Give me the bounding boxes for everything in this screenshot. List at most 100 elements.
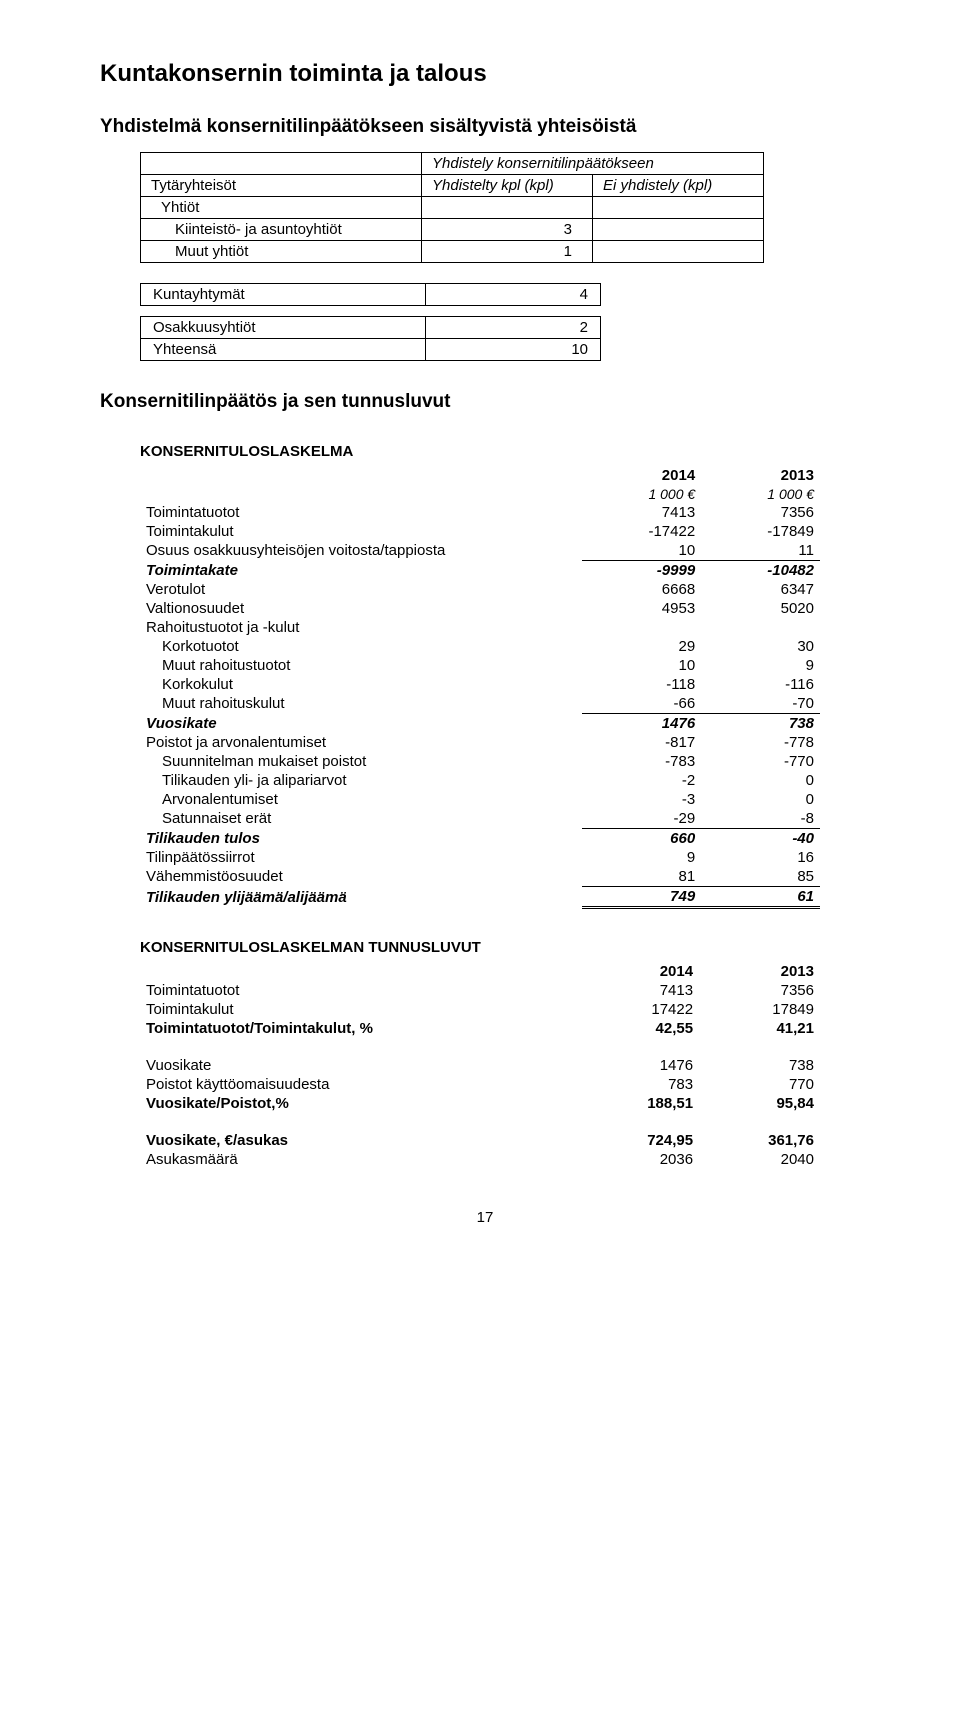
ktl-v1: -17422 (582, 522, 701, 541)
tl-v1: 1476 (578, 1056, 699, 1075)
ktl-v1: -9999 (582, 561, 701, 581)
ktl-v2: -40 (701, 829, 820, 849)
spacer-row (140, 1113, 820, 1131)
yhteisot-header1: Yhdistely konsernitilinpäätökseen (422, 153, 764, 175)
ktl-v2: 16 (701, 848, 820, 867)
ktl-row: Korkokulut-118-116 (140, 675, 820, 694)
ktl-row: Vähemmistöosuudet8185 (140, 867, 820, 887)
subheading-yhdistelma: Yhdistelmä konsernitilinpäätökseen sisäl… (100, 116, 870, 138)
tunnusluvut-table: 2014 2013 Toimintatuotot74137356Toiminta… (140, 962, 820, 1169)
tl-row: Toimintatuotot74137356 (140, 981, 820, 1000)
ktl-label: Osuus osakkuusyhteisöjen voitosta/tappio… (140, 541, 582, 561)
ktl-v2: 11 (701, 541, 820, 561)
tl-v1: 7413 (578, 981, 699, 1000)
tl-v2: 17849 (699, 1000, 820, 1019)
ktl-row: Satunnaiset erät-29-8 (140, 809, 820, 829)
tl-v1: 783 (578, 1075, 699, 1094)
tl-row: Vuosikate, €/asukas724,95361,76 (140, 1131, 820, 1150)
spacer-row (140, 1038, 820, 1056)
ktl-v2 (701, 618, 820, 637)
ktl-v1: 29 (582, 637, 701, 656)
ktl-v1: 6668 (582, 580, 701, 599)
ktl-v1: -2 (582, 771, 701, 790)
ktl-label: Toimintatuotot (140, 503, 582, 522)
tl-label: Toimintakulut (140, 1000, 578, 1019)
tl-row: Vuosikate/Poistot,%188,5195,84 (140, 1094, 820, 1113)
ktl-v1: 4953 (582, 599, 701, 618)
subheading-konsernitilinpaatos: Konsernitilinpäätös ja sen tunnusluvut (100, 391, 870, 413)
tl-label: Asukasmäärä (140, 1150, 578, 1169)
kiinteisto-value: 3 (422, 219, 593, 241)
ktl-label: Tilikauden tulos (140, 829, 582, 849)
ktl-v2: 0 (701, 771, 820, 790)
ktl-row: Muut rahoitustuotot109 (140, 656, 820, 675)
tl-label: Toimintatuotot (140, 981, 578, 1000)
ktl-v1: 749 (582, 887, 701, 908)
row-muut-yhtiot: Muut yhtiöt (141, 241, 422, 263)
tl-v2: 770 (699, 1075, 820, 1094)
unit-2014: 1 000 € (582, 485, 701, 503)
yhteisot-header2: Yhdistelty kpl (kpl) (422, 175, 593, 197)
ktl-label: Rahoitustuotot ja -kulut (140, 618, 582, 637)
ktl-row: Verotulot66686347 (140, 580, 820, 599)
ktl-v2: -10482 (701, 561, 820, 581)
ktl-v1: -66 (582, 694, 701, 714)
tl-v2: 2040 (699, 1150, 820, 1169)
tl-row: Toimintakulut1742217849 (140, 1000, 820, 1019)
tunnusluvut-title: KONSERNITULOSLASKELMAN TUNNUSLUVUT (140, 939, 870, 956)
ktl-v1: -783 (582, 752, 701, 771)
ktl-label: Suunnitelman mukaiset poistot (140, 752, 582, 771)
ktl-v1: -817 (582, 733, 701, 752)
tl-label: Vuosikate (140, 1056, 578, 1075)
ktl-v2: 5020 (701, 599, 820, 618)
ktl-v2: -778 (701, 733, 820, 752)
ktl-v2: -17849 (701, 522, 820, 541)
ktl-row: Poistot ja arvonalentumiset-817-778 (140, 733, 820, 752)
ktl-row: Valtionosuudet49535020 (140, 599, 820, 618)
ktl-label: Tilikauden ylijäämä/alijäämä (140, 887, 582, 908)
ktl-v1: 7413 (582, 503, 701, 522)
ktl-v2: 30 (701, 637, 820, 656)
ktl-label: Muut rahoituskulut (140, 694, 582, 714)
yhteensa-value: 10 (426, 339, 601, 361)
ktl-label: Muut rahoitustuotot (140, 656, 582, 675)
ktl-row: Tilikauden tulos660-40 (140, 829, 820, 849)
ktl-label: Satunnaiset erät (140, 809, 582, 829)
ktl-v1 (582, 618, 701, 637)
ktl-v2: 7356 (701, 503, 820, 522)
tl-v1: 42,55 (578, 1019, 699, 1038)
ktl-v2: 0 (701, 790, 820, 809)
tl-row: Poistot käyttöomaisuudesta783770 (140, 1075, 820, 1094)
ktl-v2: -8 (701, 809, 820, 829)
ktl-label: Vähemmistöosuudet (140, 867, 582, 887)
year-2014: 2014 (582, 466, 701, 485)
ktl-label: Korkokulut (140, 675, 582, 694)
tl-v2: 7356 (699, 981, 820, 1000)
tl-label: Vuosikate, €/asukas (140, 1131, 578, 1150)
yhteensa-label: Yhteensä (141, 339, 426, 361)
ktl-v2: 6347 (701, 580, 820, 599)
yhteisot-table: Yhdistely konsernitilinpäätökseen Tytäry… (140, 152, 764, 263)
page-title: Kuntakonsernin toiminta ja talous (100, 60, 870, 88)
ktl-row: Arvonalentumiset-30 (140, 790, 820, 809)
ktl-v1: -29 (582, 809, 701, 829)
tl-row: Toimintatuotot/Toimintakulut, %42,5541,2… (140, 1019, 820, 1038)
tl-v2: 361,76 (699, 1131, 820, 1150)
konsernituloslaskelma-title: KONSERNITULOSLASKELMA (140, 443, 870, 460)
ktl-row: Tilinpäätössiirrot916 (140, 848, 820, 867)
tl-year-2013: 2013 (699, 962, 820, 981)
tl-year-2014: 2014 (578, 962, 699, 981)
ktl-v1: 1476 (582, 714, 701, 734)
tl-v1: 188,51 (578, 1094, 699, 1113)
ktl-label: Arvonalentumiset (140, 790, 582, 809)
kuntayhtymat-value: 4 (426, 284, 601, 306)
ktl-label: Poistot ja arvonalentumiset (140, 733, 582, 752)
osakkuus-table: Osakkuusyhtiöt 2 Yhteensä 10 (140, 316, 601, 361)
tl-label: Poistot käyttöomaisuudesta (140, 1075, 578, 1094)
ktl-label: Toimintakulut (140, 522, 582, 541)
osakkuus-label: Osakkuusyhtiöt (141, 317, 426, 339)
kuntayhtymat-table: Kuntayhtymät 4 (140, 283, 601, 306)
ktl-v2: 9 (701, 656, 820, 675)
ktl-row: Rahoitustuotot ja -kulut (140, 618, 820, 637)
row-tytaryhteisot: Tytäryhteisöt (141, 175, 422, 197)
